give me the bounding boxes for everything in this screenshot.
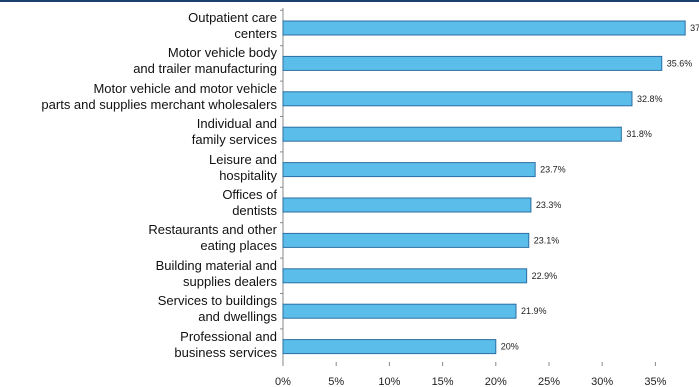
bar	[282, 339, 497, 355]
category-label: Motor vehicle body and trailer manufactu…	[133, 45, 277, 77]
bar	[282, 268, 528, 284]
x-tick-label: 30%	[591, 376, 613, 387]
bar	[282, 232, 530, 248]
value-label: 37.8%	[690, 23, 699, 33]
value-label: 23.7%	[540, 165, 566, 175]
category-label: Professional and business services	[174, 328, 277, 360]
value-label: 32.8%	[637, 94, 663, 104]
bar	[282, 197, 532, 213]
x-tick-label: 10%	[378, 376, 400, 387]
bar	[282, 91, 633, 107]
value-label: 31.8%	[626, 129, 652, 139]
x-tick-label: 25%	[538, 376, 560, 387]
value-label: 21.9%	[521, 306, 547, 316]
category-label: Individual and family services	[191, 116, 277, 148]
x-tick-label: 20%	[485, 376, 507, 387]
value-label: 23.3%	[536, 200, 562, 210]
x-tick-label: 0%	[275, 376, 291, 387]
bar	[282, 162, 536, 178]
x-tick-label: 35%	[644, 376, 666, 387]
category-label: Leisure and hospitality	[209, 151, 277, 183]
category-label: Restaurants and other eating places	[148, 222, 277, 254]
x-tick-label: 5%	[328, 376, 344, 387]
x-tick-label: 15%	[432, 376, 454, 387]
value-label: 23.1%	[534, 235, 560, 245]
bar	[282, 303, 517, 319]
bar	[282, 126, 622, 142]
bar	[282, 55, 663, 71]
category-label: Motor vehicle and motor vehicle parts an…	[41, 80, 277, 112]
category-label: Offices of dentists	[222, 187, 277, 218]
value-label: 20%	[501, 342, 519, 352]
category-label: Services to buildings and dwellings	[157, 293, 277, 325]
bar	[282, 20, 686, 36]
value-label: 35.6%	[667, 58, 693, 68]
category-label: Building material and supplies dealers	[155, 257, 277, 289]
category-label: Outpatient care centers	[188, 10, 277, 41]
value-label: 22.9%	[532, 271, 558, 281]
